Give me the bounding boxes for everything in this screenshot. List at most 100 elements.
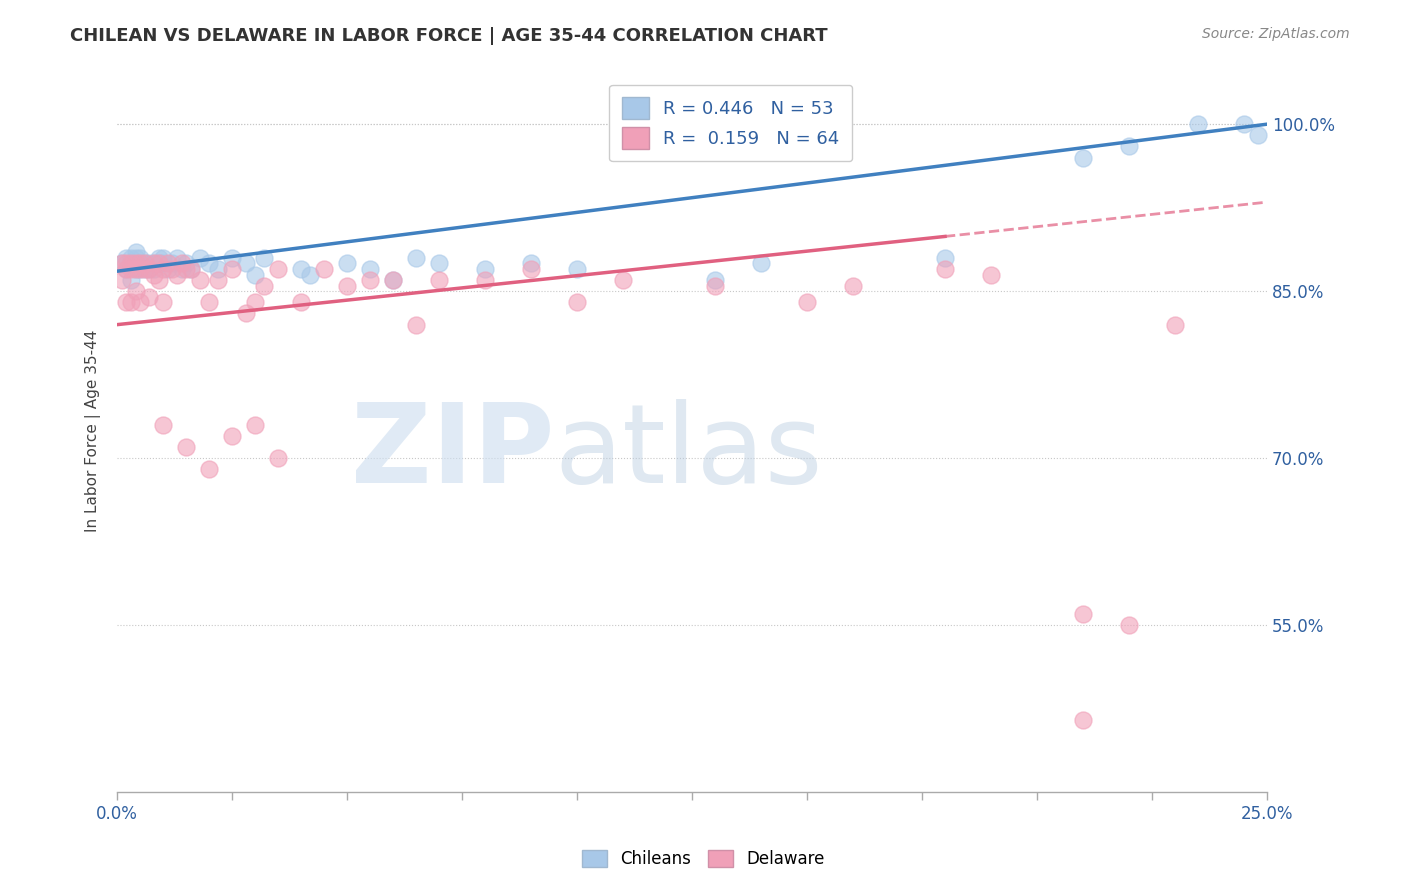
Point	[143, 262, 166, 277]
Point	[704, 273, 727, 287]
Point	[120, 273, 142, 287]
Point	[235, 256, 257, 270]
Point	[520, 262, 543, 277]
Point	[336, 278, 359, 293]
Point	[124, 256, 146, 270]
Point	[124, 262, 146, 277]
Point	[134, 256, 156, 270]
Point	[111, 273, 134, 287]
Point	[129, 251, 152, 265]
Point	[1118, 618, 1140, 632]
Point	[235, 306, 257, 320]
Point	[124, 262, 146, 277]
Point	[188, 273, 211, 287]
Point	[934, 251, 956, 265]
Point	[134, 262, 156, 277]
Point	[129, 262, 152, 277]
Point	[156, 262, 179, 277]
Point	[152, 251, 174, 265]
Point	[267, 451, 290, 466]
Point	[749, 256, 772, 270]
Point	[115, 251, 138, 265]
Point	[156, 256, 179, 270]
Point	[138, 262, 160, 277]
Point	[1118, 139, 1140, 153]
Point	[152, 295, 174, 310]
Point	[174, 262, 197, 277]
Y-axis label: In Labor Force | Age 35-44: In Labor Force | Age 35-44	[86, 329, 101, 532]
Point	[704, 278, 727, 293]
Point	[152, 262, 174, 277]
Point	[180, 262, 202, 277]
Point	[1071, 713, 1094, 727]
Text: CHILEAN VS DELAWARE IN LABOR FORCE | AGE 35-44 CORRELATION CHART: CHILEAN VS DELAWARE IN LABOR FORCE | AGE…	[70, 27, 828, 45]
Point	[245, 268, 267, 282]
Point	[174, 256, 197, 270]
Point	[382, 273, 405, 287]
Point	[143, 256, 166, 270]
Point	[129, 295, 152, 310]
Point	[980, 268, 1002, 282]
Point	[253, 278, 276, 293]
Point	[138, 290, 160, 304]
Point	[245, 417, 267, 432]
Point	[474, 273, 496, 287]
Point	[115, 256, 138, 270]
Point	[405, 251, 427, 265]
Point	[290, 262, 312, 277]
Point	[427, 256, 450, 270]
Text: ZIP: ZIP	[350, 399, 554, 506]
Point	[129, 262, 152, 277]
Point	[253, 251, 276, 265]
Point	[138, 262, 160, 277]
Legend: R = 0.446   N = 53, R =  0.159   N = 64: R = 0.446 N = 53, R = 0.159 N = 64	[609, 85, 852, 161]
Point	[148, 256, 170, 270]
Point	[934, 262, 956, 277]
Point	[474, 262, 496, 277]
Point	[565, 295, 588, 310]
Point	[129, 256, 152, 270]
Point	[1187, 117, 1209, 131]
Point	[111, 256, 134, 270]
Point	[152, 256, 174, 270]
Point	[120, 262, 142, 277]
Point	[148, 256, 170, 270]
Point	[796, 295, 818, 310]
Point	[207, 273, 229, 287]
Point	[124, 251, 146, 265]
Point	[134, 256, 156, 270]
Point	[842, 278, 865, 293]
Point	[120, 256, 142, 270]
Point	[1164, 318, 1187, 332]
Point	[1071, 607, 1094, 621]
Legend: Chileans, Delaware: Chileans, Delaware	[575, 843, 831, 875]
Point	[170, 256, 193, 270]
Point	[267, 262, 290, 277]
Point	[115, 295, 138, 310]
Point	[336, 256, 359, 270]
Point	[162, 256, 184, 270]
Point	[115, 262, 138, 277]
Point	[198, 256, 221, 270]
Point	[221, 251, 243, 265]
Point	[180, 262, 202, 277]
Point	[134, 262, 156, 277]
Point	[520, 256, 543, 270]
Point	[1247, 128, 1270, 143]
Point	[129, 256, 152, 270]
Point	[120, 251, 142, 265]
Point	[143, 268, 166, 282]
Point	[162, 262, 184, 277]
Point	[148, 273, 170, 287]
Point	[148, 251, 170, 265]
Point	[198, 462, 221, 476]
Point	[198, 295, 221, 310]
Point	[245, 295, 267, 310]
Point	[207, 262, 229, 277]
Point	[174, 440, 197, 454]
Point	[111, 256, 134, 270]
Point	[166, 268, 188, 282]
Point	[299, 268, 322, 282]
Point	[382, 273, 405, 287]
Text: atlas: atlas	[554, 399, 823, 506]
